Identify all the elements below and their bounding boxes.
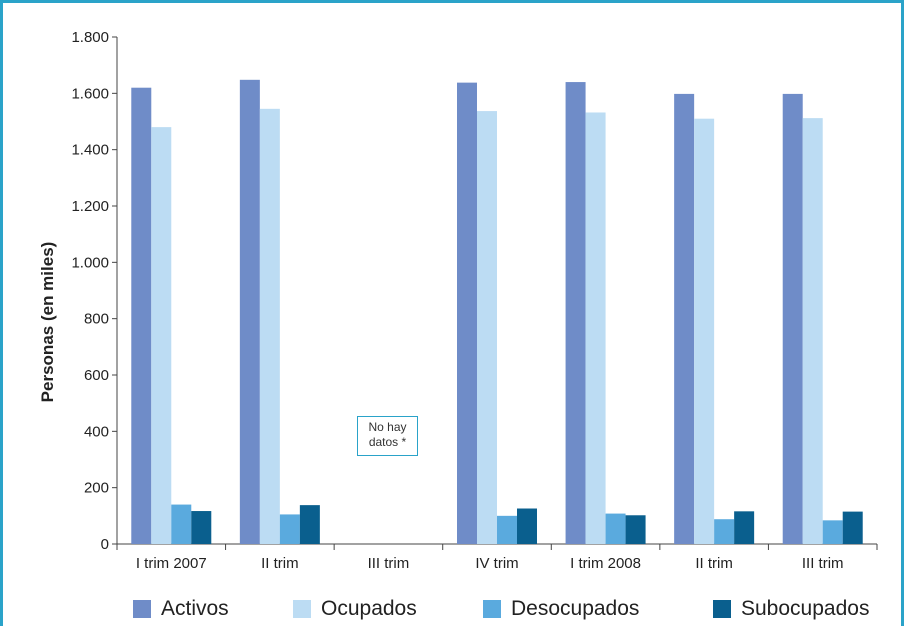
no-data-note: No hay datos * <box>357 416 418 456</box>
legend-item-subocupados: Subocupados <box>713 597 869 621</box>
y-tick-label: 1.000 <box>71 254 109 271</box>
bars <box>131 79 863 545</box>
bar-activos-3 <box>457 82 477 544</box>
x-tick-label: II trim <box>695 555 733 572</box>
bar-desocupados-6 <box>822 520 843 544</box>
y-tick-label: 800 <box>84 311 109 328</box>
no-data-note-line1: No hay <box>368 420 407 434</box>
bar-ocupados-5 <box>694 118 715 544</box>
bar-ocupados-6 <box>802 118 823 545</box>
bar-ocupados-1 <box>259 108 280 544</box>
bar-subocupados-6 <box>842 511 863 544</box>
y-tick-label: 600 <box>84 367 109 384</box>
legend-label-subocupados: Subocupados <box>741 597 870 620</box>
legend-label-ocupados: Ocupados <box>321 597 417 620</box>
bar-subocupados-3 <box>517 508 537 544</box>
bar-subocupados-1 <box>299 505 320 544</box>
bar-ocupados-0 <box>151 127 172 544</box>
y-tick-label: 1.400 <box>71 142 109 159</box>
legend-item-ocupados: Ocupados <box>293 597 417 621</box>
bar-desocupados-1 <box>279 514 300 544</box>
bar-subocupados-5 <box>734 511 755 544</box>
legend-item-activos: Activos <box>133 597 229 621</box>
bar-desocupados-4 <box>605 513 626 544</box>
bar-subocupados-0 <box>191 511 212 544</box>
bar-activos-6 <box>782 93 803 544</box>
bar-ocupados-4 <box>585 112 606 544</box>
x-tick-label: III trim <box>368 555 410 572</box>
bar-activos-4 <box>565 82 586 545</box>
x-tick-label: II trim <box>261 555 299 572</box>
x-tick-label: III trim <box>802 555 844 572</box>
bar-desocupados-5 <box>714 519 735 544</box>
legend-label-desocupados: Desocupados <box>511 597 640 620</box>
y-tick-label: 400 <box>84 423 109 440</box>
legend-swatch-subocupados <box>713 600 731 618</box>
x-tick-label: I trim 2008 <box>570 555 641 572</box>
bar-desocupados-0 <box>171 504 192 544</box>
bar-subocupados-4 <box>625 515 646 544</box>
legend-item-desocupados: Desocupados <box>483 597 639 621</box>
bar-desocupados-3 <box>497 515 517 544</box>
legend-swatch-ocupados <box>293 600 311 618</box>
y-tick-label: 0 <box>101 536 109 553</box>
y-axis: 0 200 400 600 800 1.000 1.200 1.400 1.600 1.800 <box>71 29 118 553</box>
bar-ocupados-3 <box>477 111 497 544</box>
bar-activos-0 <box>131 87 152 544</box>
y-tick-label: 1.800 <box>71 29 109 46</box>
bar-activos-1 <box>239 79 260 545</box>
legend: Activos Ocupados Desocupados Subocupados <box>0 597 910 623</box>
bar-chart: 0 200 400 600 800 1.000 1.200 1.400 1.600 1.800 I… <box>38 29 878 572</box>
x-tick-label: I trim 2007 <box>136 555 207 572</box>
y-tick-label: 1.600 <box>71 85 109 102</box>
legend-swatch-activos <box>133 600 151 618</box>
bar-activos-5 <box>674 93 695 544</box>
y-tick-label: 200 <box>84 480 109 497</box>
x-axis: I trim 2007 II trim III trim IV trim I trim … <box>116 543 878 572</box>
legend-label-activos: Activos <box>161 597 229 620</box>
x-tick-label: IV trim <box>475 555 518 572</box>
y-axis-label: Personas (en miles) <box>38 242 57 403</box>
legend-swatch-desocupados <box>483 600 501 618</box>
y-tick-label: 1.200 <box>71 198 109 215</box>
no-data-note-line2: datos * <box>368 435 407 449</box>
